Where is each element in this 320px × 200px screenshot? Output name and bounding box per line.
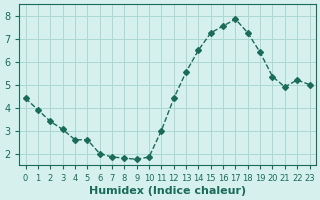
X-axis label: Humidex (Indice chaleur): Humidex (Indice chaleur) bbox=[89, 186, 246, 196]
